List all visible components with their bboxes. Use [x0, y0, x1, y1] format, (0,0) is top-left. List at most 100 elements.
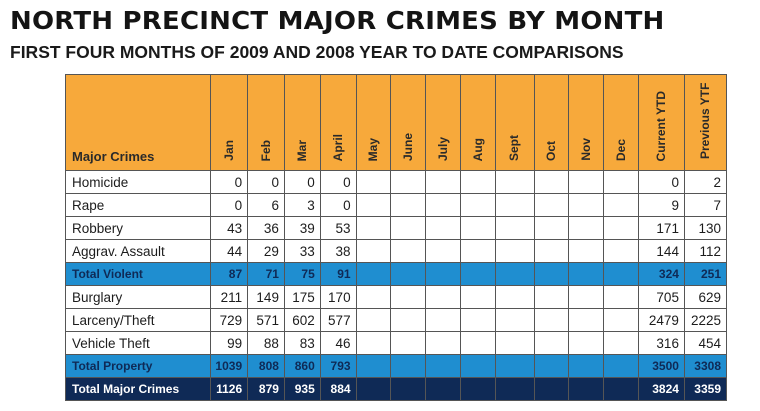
table-row: Robbery 43 36 39 53 171 130	[64, 216, 728, 240]
cell-april: 46	[319, 331, 357, 355]
cell-april: 577	[319, 308, 357, 332]
cell-jan: 729	[210, 308, 249, 332]
cell-oct	[533, 354, 570, 378]
cell-aug	[459, 285, 496, 309]
table-row: Rape 0 6 3 0 9 7	[64, 193, 728, 217]
cell-july	[425, 170, 461, 194]
cell-nov	[568, 216, 605, 240]
row-label: Total Major Crimes	[64, 377, 212, 401]
cell-july	[425, 285, 461, 309]
cell-nov	[568, 285, 605, 309]
cell-previous-ytf: 3308	[683, 354, 728, 378]
cell-current-ytd: 2479	[637, 308, 685, 332]
cell-mar: 75	[283, 262, 321, 286]
cell-sept	[494, 216, 535, 240]
row-label: Aggrav. Assault	[64, 239, 212, 263]
cell-april: 38	[319, 239, 357, 263]
row-label: Total Property	[64, 354, 212, 378]
cell-mar: 3	[283, 193, 321, 217]
cell-mar: 860	[283, 354, 321, 378]
cell-sept	[494, 308, 535, 332]
cell-june	[390, 285, 427, 309]
table-row: Homicide 0 0 0 0 0 2	[64, 170, 728, 194]
cell-feb: 36	[247, 216, 285, 240]
table-row: Total Property 1039 808 860 793 3500 3308	[64, 354, 728, 378]
cell-may	[355, 262, 392, 286]
cell-aug	[459, 354, 496, 378]
table-row: Total Major Crimes 1126 879 935 884 3824 3359	[64, 377, 728, 401]
cell-may	[355, 331, 392, 355]
cell-oct	[533, 216, 570, 240]
cell-june	[390, 354, 427, 378]
cell-nov	[568, 354, 605, 378]
cell-june	[390, 262, 427, 286]
cell-july	[425, 216, 461, 240]
crimes-table: Major Crimes Jan Feb Mar April May June …	[64, 74, 728, 401]
cell-current-ytd: 171	[637, 216, 685, 240]
column-header-major-crimes: Major Crimes	[64, 74, 212, 171]
column-header-label: Sept	[507, 134, 522, 161]
cell-nov	[568, 170, 605, 194]
cell-may	[355, 354, 392, 378]
cell-dec	[603, 193, 639, 217]
table-row: Vehicle Theft 99 88 83 46 316 454	[64, 331, 728, 355]
cell-july	[425, 262, 461, 286]
cell-sept	[494, 285, 535, 309]
cell-feb: 6	[247, 193, 285, 217]
cell-jan: 99	[210, 331, 249, 355]
cell-previous-ytf: 629	[683, 285, 728, 309]
column-header-previous-ytf: Previous YTF	[683, 74, 728, 171]
cell-june	[390, 239, 427, 263]
table-body: Homicide 0 0 0 0 0 2 Rape 0 6 3 0 9 7 Robbery 43 36 39 53 1…	[64, 170, 728, 401]
cell-feb: 0	[247, 170, 285, 194]
cell-aug	[459, 216, 496, 240]
cell-oct	[533, 170, 570, 194]
cell-june	[390, 216, 427, 240]
cell-feb: 571	[247, 308, 285, 332]
cell-oct	[533, 331, 570, 355]
cell-mar: 83	[283, 331, 321, 355]
column-header-label: Nov	[578, 138, 593, 161]
cell-april: 170	[319, 285, 357, 309]
cell-april: 884	[319, 377, 357, 401]
cell-may	[355, 285, 392, 309]
cell-mar: 39	[283, 216, 321, 240]
cell-aug	[459, 262, 496, 286]
cell-dec	[603, 354, 639, 378]
cell-current-ytd: 316	[637, 331, 685, 355]
cell-previous-ytf: 7	[683, 193, 728, 217]
column-header-april: April	[319, 74, 357, 171]
cell-may	[355, 239, 392, 263]
cell-jan: 0	[210, 193, 249, 217]
table-row: Total Violent 87 71 75 91 324 251	[64, 262, 728, 286]
cell-previous-ytf: 112	[683, 239, 728, 263]
cell-nov	[568, 193, 605, 217]
cell-july	[425, 239, 461, 263]
cell-nov	[568, 377, 605, 401]
column-header-mar: Mar	[283, 74, 321, 171]
column-header-feb: Feb	[247, 74, 285, 171]
column-header-label: Aug	[470, 137, 485, 161]
cell-may	[355, 170, 392, 194]
cell-oct	[533, 285, 570, 309]
table-header-row: Major Crimes Jan Feb Mar April May June …	[64, 74, 728, 171]
cell-july	[425, 193, 461, 217]
column-header-label: Mar	[295, 139, 310, 161]
row-label: Burglary	[64, 285, 212, 309]
cell-jan: 1126	[210, 377, 249, 401]
column-header-label: June	[400, 132, 415, 161]
cell-may	[355, 377, 392, 401]
cell-sept	[494, 262, 535, 286]
cell-dec	[603, 377, 639, 401]
cell-april: 91	[319, 262, 357, 286]
cell-july	[425, 377, 461, 401]
cell-previous-ytf: 130	[683, 216, 728, 240]
cell-july	[425, 354, 461, 378]
column-header-label: May	[366, 137, 381, 161]
cell-jan: 1039	[210, 354, 249, 378]
cell-sept	[494, 239, 535, 263]
cell-previous-ytf: 251	[683, 262, 728, 286]
column-header-label: Jan	[221, 140, 236, 161]
cell-july	[425, 308, 461, 332]
cell-feb: 808	[247, 354, 285, 378]
